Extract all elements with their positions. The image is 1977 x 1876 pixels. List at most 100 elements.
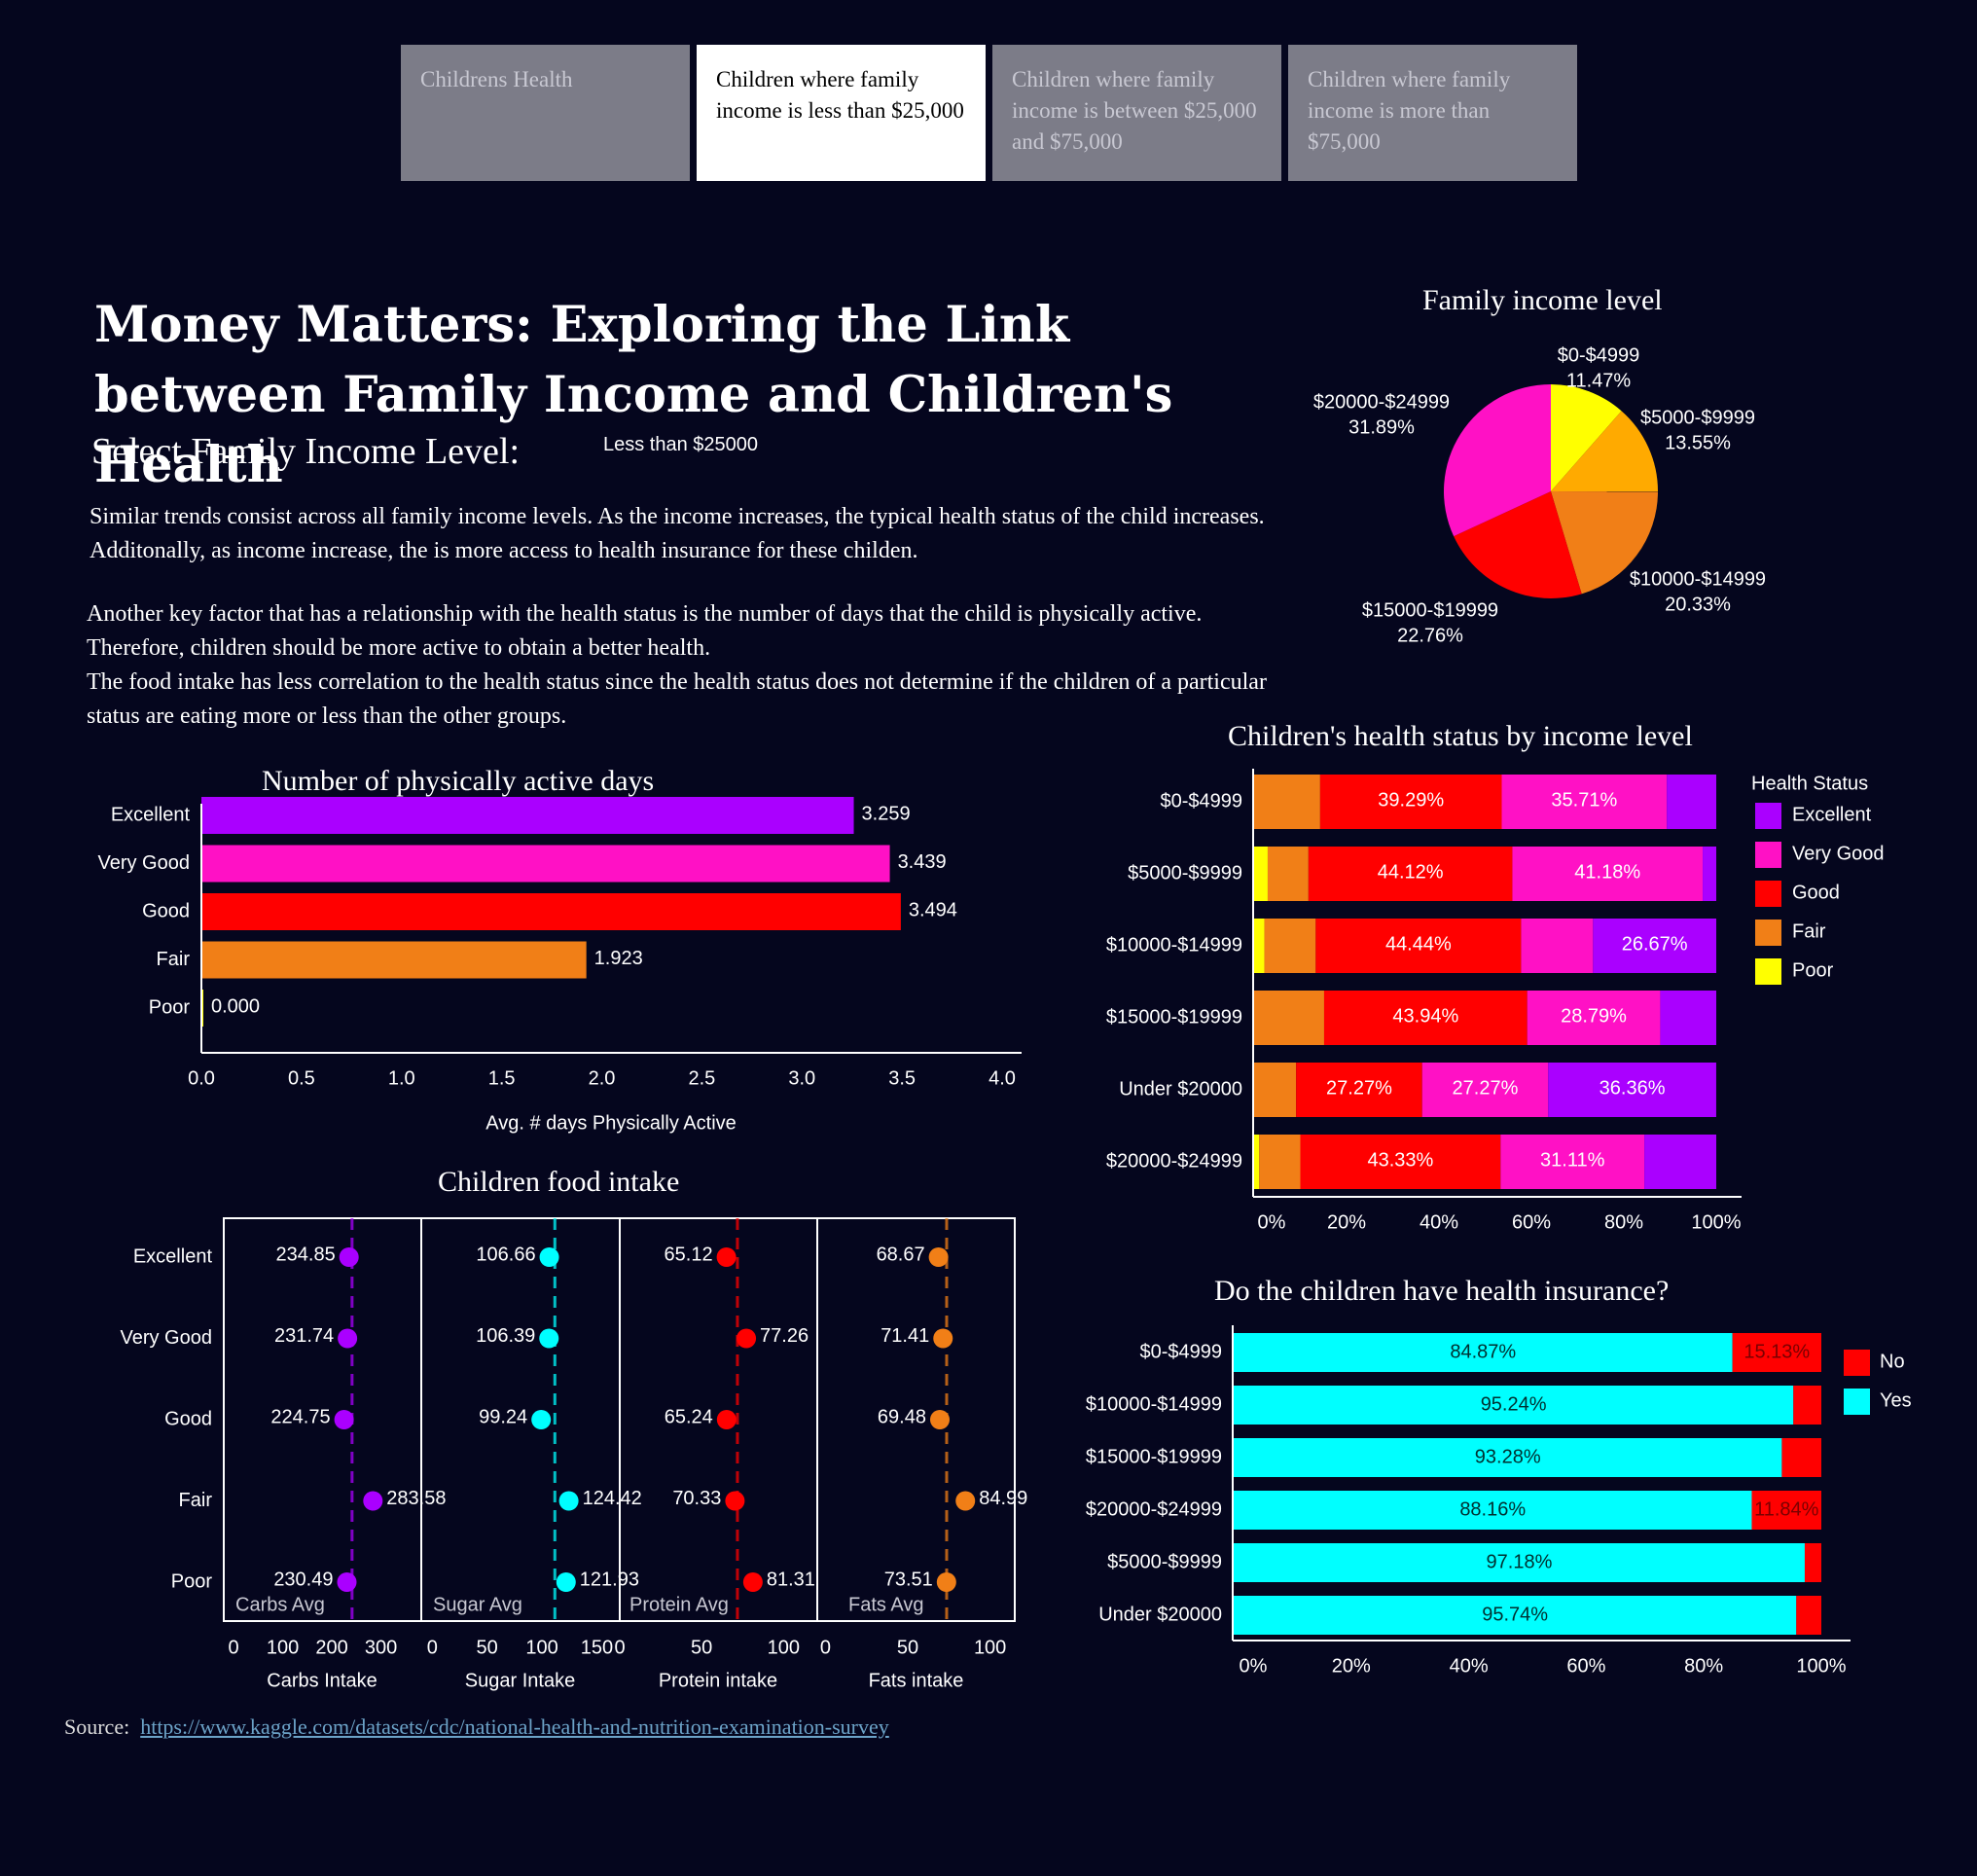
food-x-tick: 50 xyxy=(897,1637,918,1658)
pie-slice-label: $20000-$24999 xyxy=(1313,391,1450,413)
food-value-label: 65.12 xyxy=(665,1244,713,1265)
health-segment-label: 41.18% xyxy=(1574,861,1640,883)
food-value-label: 121.93 xyxy=(580,1569,639,1590)
health-legend-title: Health Status xyxy=(1751,773,1868,794)
health-bar-segment xyxy=(1308,847,1513,901)
food-point xyxy=(716,1410,737,1429)
health-x-tick: 40% xyxy=(1420,1211,1458,1233)
pie-slice xyxy=(1551,411,1658,492)
food-value-label: 68.67 xyxy=(877,1244,925,1265)
insurance-x-tick: 0% xyxy=(1240,1655,1268,1677)
page-title: Money Matters: Exploring the Link betwee… xyxy=(94,296,1173,494)
health-legend-swatch xyxy=(1755,803,1781,829)
pie-slice-value: 13.55% xyxy=(1665,432,1731,453)
health-segment-label: 31.11% xyxy=(1540,1149,1605,1171)
health-segment-label: 43.33% xyxy=(1367,1149,1433,1171)
food-x-tick: 100 xyxy=(525,1637,557,1658)
insurance-segment-label: 15.13% xyxy=(1743,1341,1810,1362)
food-point xyxy=(558,1491,579,1511)
food-x-tick: 50 xyxy=(477,1637,498,1658)
food-point xyxy=(339,1247,359,1267)
insurance-bar-segment xyxy=(1234,1543,1805,1582)
health-bar-segment xyxy=(1254,991,1324,1045)
active-x-tick: 3.5 xyxy=(888,1067,916,1089)
tab-income-more-75000[interactable]: Children where family income is more tha… xyxy=(1288,45,1577,181)
active-category-label: Fair xyxy=(157,949,191,970)
health-bar-segment xyxy=(1254,1063,1297,1117)
food-point xyxy=(928,1247,949,1267)
food-point xyxy=(737,1328,757,1349)
active-bar xyxy=(201,797,854,834)
insurance-category-label: $20000-$24999 xyxy=(1086,1498,1222,1520)
insurance-bar-segment xyxy=(1234,1386,1794,1425)
insurance-segment-label: 95.24% xyxy=(1481,1393,1547,1415)
health-legend-swatch xyxy=(1755,920,1781,946)
insurance-segment-label: 84.87% xyxy=(1450,1341,1516,1362)
health-bar-segment xyxy=(1254,847,1268,901)
health-segment-label: 39.29% xyxy=(1378,789,1444,811)
pie-slice-label: $0-$4999 xyxy=(1558,344,1640,366)
health-legend-label: Excellent xyxy=(1792,804,1872,825)
food-value-label: 99.24 xyxy=(479,1406,527,1427)
insurance-bar-segment xyxy=(1804,1543,1821,1582)
food-value-label: 106.39 xyxy=(476,1325,535,1347)
income-level-select[interactable]: Less than $25000 xyxy=(603,434,759,455)
health-category-label: $20000-$24999 xyxy=(1106,1150,1242,1172)
health-bar-segment xyxy=(1296,1063,1422,1117)
food-value-label: 71.41 xyxy=(881,1325,929,1347)
food-x-axis-label: Protein intake xyxy=(659,1670,777,1691)
pie-slice-value: 11.47% xyxy=(1566,370,1632,391)
health-bar-segment xyxy=(1259,1135,1301,1189)
health-bar-segment xyxy=(1703,847,1716,901)
insurance-segment-label: 93.28% xyxy=(1475,1446,1541,1467)
tab-income-less-25000[interactable]: Children where family income is less tha… xyxy=(697,45,986,181)
health-bar-segment xyxy=(1323,991,1528,1045)
active-value-label: 3.494 xyxy=(909,899,957,920)
food-avg-label: Fats Avg xyxy=(848,1594,923,1615)
pie-slice xyxy=(1444,384,1551,537)
pie-slice-label: $15000-$19999 xyxy=(1362,599,1498,621)
health-segment-label: 44.12% xyxy=(1378,861,1444,883)
insurance-bar-segment xyxy=(1781,1438,1821,1477)
source-link[interactable]: https://www.kaggle.com/datasets/cdc/nati… xyxy=(140,1714,889,1739)
food-value-label: 69.48 xyxy=(878,1406,926,1427)
active-value-label: 0.000 xyxy=(211,995,260,1017)
health-bar-segment xyxy=(1527,991,1661,1045)
food-x-tick: 200 xyxy=(315,1637,347,1658)
insurance-bar-segment xyxy=(1732,1333,1821,1372)
insurance-bar-segment xyxy=(1234,1438,1782,1477)
health-legend-label: Good xyxy=(1792,882,1840,903)
food-value-label: 84.99 xyxy=(979,1488,1027,1509)
food-point xyxy=(929,1410,950,1429)
insurance-bar-segment xyxy=(1751,1491,1821,1530)
active-x-tick: 1.0 xyxy=(388,1067,415,1089)
health-segment-label: 27.27% xyxy=(1326,1077,1392,1099)
health-legend-swatch xyxy=(1755,881,1781,907)
food-avg-label: Sugar Avg xyxy=(433,1594,522,1615)
food-avg-label: Carbs Avg xyxy=(235,1594,325,1615)
food-point xyxy=(531,1410,552,1429)
health-segment-label: 28.79% xyxy=(1561,1005,1627,1027)
insurance-x-tick: 80% xyxy=(1684,1655,1723,1677)
health-x-tick: 0% xyxy=(1258,1211,1286,1233)
food-point xyxy=(716,1247,737,1267)
pie-slice-value: 22.76% xyxy=(1397,625,1463,646)
health-x-tick: 80% xyxy=(1604,1211,1643,1233)
tab-income-25000-75000[interactable]: Children where family income is between … xyxy=(992,45,1281,181)
active-x-tick: 0.0 xyxy=(188,1067,215,1089)
pie-slice-label: $5000-$9999 xyxy=(1640,407,1755,428)
active-x-tick: 4.0 xyxy=(988,1067,1016,1089)
pie-slice xyxy=(1454,491,1582,599)
source-line: Source: https://www.kaggle.com/datasets/… xyxy=(64,1714,889,1740)
food-value-label: 224.75 xyxy=(270,1406,330,1427)
insurance-x-tick: 20% xyxy=(1332,1655,1371,1677)
food-point xyxy=(556,1572,576,1592)
active-x-tick: 2.0 xyxy=(589,1067,616,1089)
health-x-tick: 60% xyxy=(1512,1211,1551,1233)
health-segment-label: 35.71% xyxy=(1551,789,1617,811)
active-chart-title: Number of physically active days xyxy=(262,765,655,797)
tab-childrens-health[interactable]: Childrens Health xyxy=(401,45,690,181)
insurance-bar-segment xyxy=(1796,1596,1821,1635)
food-x-tick: 300 xyxy=(365,1637,397,1658)
